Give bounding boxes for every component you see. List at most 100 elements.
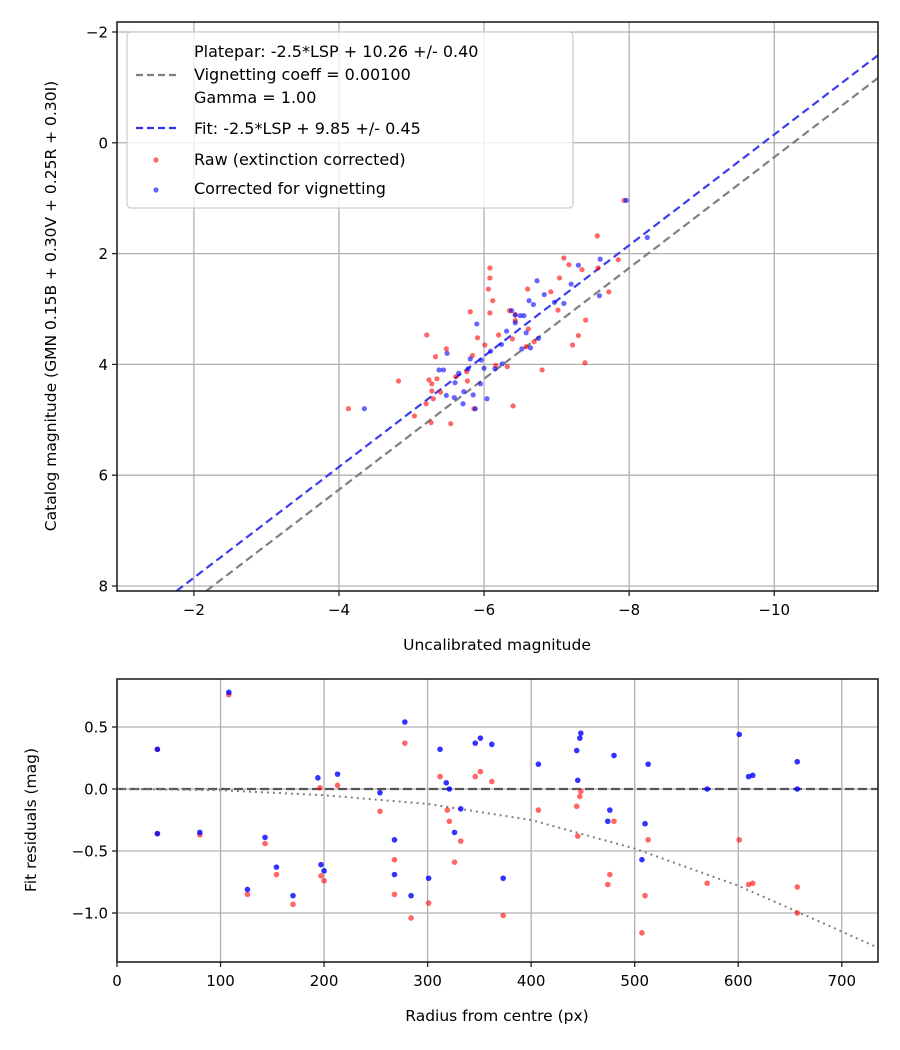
corrected-point bbox=[452, 380, 458, 386]
corrected-point bbox=[512, 320, 518, 326]
raw-point bbox=[482, 342, 488, 348]
corrected-point bbox=[623, 197, 629, 204]
corrected-point bbox=[527, 345, 534, 351]
corrected-point bbox=[521, 313, 527, 319]
raw-residual-point bbox=[573, 803, 580, 810]
raw-point bbox=[555, 307, 561, 313]
raw-point bbox=[487, 265, 493, 271]
raw-point bbox=[411, 413, 418, 419]
x-tick-label: 300 bbox=[413, 972, 442, 990]
corrected-point bbox=[467, 356, 473, 362]
raw-point bbox=[539, 367, 545, 373]
corrected-point bbox=[644, 234, 650, 241]
raw-residual-point bbox=[262, 840, 268, 847]
corrected-point bbox=[503, 328, 510, 334]
top-ticks: −2 −4 −6 −8 −10 −2 0 2 4 6 8 bbox=[86, 23, 790, 619]
corrected-point bbox=[461, 388, 467, 395]
raw-residual-point bbox=[639, 930, 645, 936]
raw-residual-point bbox=[477, 768, 484, 775]
corrected-point bbox=[472, 406, 478, 412]
corrected-point bbox=[568, 281, 574, 287]
raw-residual-point bbox=[578, 788, 584, 795]
y-tick-label: 8 bbox=[98, 578, 108, 596]
raw-residual-point bbox=[535, 807, 542, 813]
raw-residual-point bbox=[444, 807, 451, 813]
corrected-residual-point bbox=[451, 829, 458, 836]
corrected-residual-point bbox=[437, 746, 443, 753]
y-tick-label: −0.5 bbox=[72, 843, 108, 861]
raw-residual-point bbox=[574, 833, 581, 839]
raw-residual-point bbox=[446, 818, 453, 825]
raw-point bbox=[579, 267, 585, 273]
vignetting-model-curve bbox=[117, 788, 878, 949]
raw-point bbox=[561, 255, 567, 261]
raw-residual-point bbox=[402, 740, 408, 746]
raw-residual-point bbox=[749, 880, 756, 887]
x-tick-label: 200 bbox=[310, 972, 339, 990]
raw-residual-point bbox=[408, 915, 414, 921]
corrected-residual-point bbox=[645, 761, 651, 767]
bottom-ticks: 0 100 200 300 400 500 600 700 0.5 0.0 −0.5 −1.0 bbox=[72, 718, 857, 990]
corrected-point bbox=[561, 300, 567, 307]
corrected-point bbox=[534, 278, 540, 284]
raw-residual-point bbox=[736, 837, 743, 843]
corrected-point bbox=[474, 321, 480, 327]
corrected-residual-point bbox=[197, 829, 203, 836]
legend-label-vignetting: Vignetting coeff = 0.00100 bbox=[194, 65, 411, 84]
corrected-residual-point bbox=[574, 777, 581, 784]
corrected-point bbox=[535, 335, 542, 341]
bottom-scatter-points bbox=[154, 689, 801, 936]
raw-residual-point bbox=[377, 808, 383, 815]
raw-point bbox=[432, 354, 439, 360]
corrected-residual-point bbox=[273, 864, 280, 870]
legend-label-gamma: Gamma = 1.00 bbox=[194, 88, 316, 107]
corrected-residual-point bbox=[611, 752, 617, 759]
y-tick-label: 6 bbox=[98, 467, 108, 485]
corrected-residual-point bbox=[334, 771, 341, 777]
corrected-residual-point bbox=[573, 747, 580, 754]
corrected-residual-point bbox=[154, 746, 161, 753]
x-tick-label: 700 bbox=[827, 972, 856, 990]
corrected-residual-point bbox=[391, 871, 398, 878]
x-tick-label: 100 bbox=[206, 972, 235, 990]
corrected-point bbox=[519, 346, 525, 352]
corrected-residual-point bbox=[446, 786, 453, 792]
raw-point bbox=[595, 265, 601, 271]
raw-residual-point bbox=[334, 782, 341, 789]
raw-residual-point bbox=[451, 859, 458, 865]
corrected-residual-point bbox=[290, 892, 296, 899]
raw-point bbox=[443, 346, 449, 352]
raw-point bbox=[531, 339, 537, 345]
raw-residual-point bbox=[437, 773, 443, 780]
raw-point bbox=[423, 401, 429, 407]
corrected-residual-point bbox=[749, 772, 756, 779]
corrected-residual-point bbox=[226, 689, 232, 696]
raw-residual-point bbox=[244, 891, 251, 898]
x-tick-label: 500 bbox=[620, 972, 649, 990]
top-y-axis-label: Catalog magnitude (GMN 0.15B + 0.30V + 0… bbox=[42, 81, 60, 531]
raw-point bbox=[606, 289, 612, 295]
raw-point bbox=[525, 326, 531, 332]
corrected-residual-point bbox=[794, 786, 801, 792]
corrected-point bbox=[509, 308, 515, 314]
raw-residual-point bbox=[290, 901, 296, 908]
legend-label-corrected: Corrected for vignetting bbox=[194, 179, 386, 198]
corrected-residual-point bbox=[318, 861, 324, 868]
corrected-point bbox=[512, 312, 518, 318]
raw-point bbox=[509, 336, 515, 342]
corrected-point bbox=[478, 357, 484, 363]
raw-residual-point bbox=[704, 880, 710, 887]
bottom-x-axis-label: Radius from centre (px) bbox=[405, 1007, 588, 1025]
corrected-residual-point bbox=[391, 837, 398, 843]
corrected-residual-point bbox=[639, 856, 645, 863]
bottom-plot-frame bbox=[116, 678, 879, 963]
corrected-point bbox=[530, 301, 537, 308]
corrected-residual-point bbox=[408, 892, 414, 899]
y-tick-label: 0.0 bbox=[84, 781, 108, 799]
corrected-residual-point bbox=[535, 761, 542, 767]
legend: Platepar: -2.5*LSP + 10.26 +/- 0.40 Vign… bbox=[126, 31, 574, 209]
raw-residual-point bbox=[794, 910, 801, 916]
corrected-residual-point bbox=[402, 719, 408, 725]
raw-point bbox=[424, 332, 430, 338]
